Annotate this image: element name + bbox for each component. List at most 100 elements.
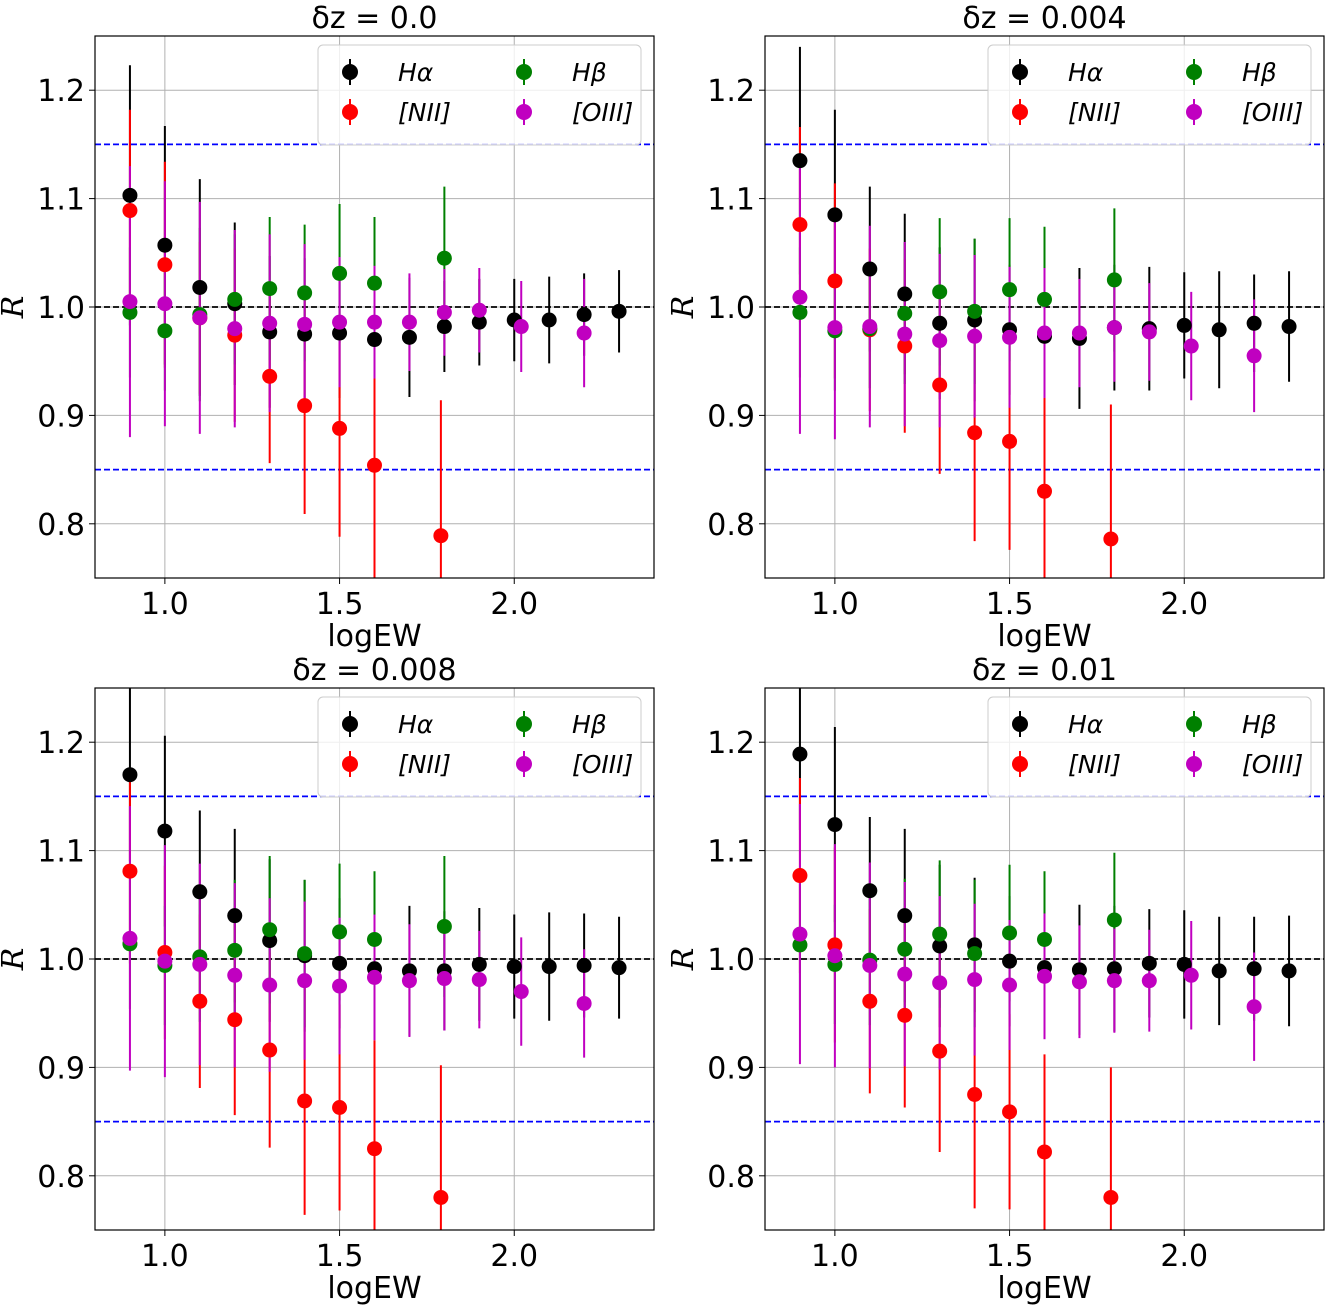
data-point xyxy=(1002,433,1018,449)
chart-title: δz = 0.0 xyxy=(311,1,437,36)
data-point xyxy=(227,967,243,983)
data-point xyxy=(297,1093,313,1109)
data-point xyxy=(122,767,138,783)
data-point xyxy=(262,281,278,297)
data-point xyxy=(792,926,808,942)
data-point xyxy=(862,261,878,277)
x-tick-label: 1.5 xyxy=(986,587,1034,622)
data-point xyxy=(506,959,522,975)
legend-label: Hα xyxy=(1068,58,1104,87)
data-point xyxy=(1002,1104,1018,1120)
data-point xyxy=(367,969,382,985)
data-point xyxy=(862,883,878,899)
legend-label: Hβ xyxy=(572,58,607,87)
data-point xyxy=(827,207,843,223)
data-point xyxy=(1141,324,1157,340)
data-point xyxy=(157,257,173,273)
legend-marker xyxy=(1186,64,1202,80)
data-point xyxy=(1071,974,1087,990)
x-tick-label: 2.0 xyxy=(1160,587,1208,622)
data-point xyxy=(401,973,417,989)
data-point xyxy=(792,868,808,884)
data-point xyxy=(262,933,278,949)
legend: Hα [NII] Hβ [OIII] xyxy=(987,696,1312,798)
data-point xyxy=(192,310,208,326)
data-point xyxy=(262,977,278,993)
data-point xyxy=(1141,955,1157,971)
data-point xyxy=(192,956,208,972)
data-layer xyxy=(792,46,1297,578)
data-point xyxy=(611,960,627,976)
legend-marker xyxy=(342,104,358,120)
data-point xyxy=(967,946,983,962)
legend-marker xyxy=(516,104,532,120)
x-tick-label: 1.0 xyxy=(141,1239,189,1274)
data-point xyxy=(436,250,452,266)
data-point xyxy=(1246,961,1262,977)
data-point xyxy=(897,966,913,982)
data-point xyxy=(1002,977,1018,993)
data-point xyxy=(1106,320,1122,336)
data-point xyxy=(1002,953,1018,969)
data-point xyxy=(227,908,243,924)
data-point xyxy=(967,425,983,441)
data-point xyxy=(897,1007,913,1023)
x-axis-label: logEW xyxy=(327,619,421,654)
data-point xyxy=(932,284,948,300)
legend-label: [NII] xyxy=(398,98,451,127)
legend-label: Hα xyxy=(398,58,434,87)
data-point xyxy=(792,746,808,762)
legend-marker xyxy=(342,716,358,732)
data-point xyxy=(297,946,313,962)
y-axis-label: R xyxy=(666,296,701,320)
data-point xyxy=(332,924,348,940)
legend-marker xyxy=(1186,104,1202,120)
data-point xyxy=(433,1189,449,1205)
data-point xyxy=(932,926,948,942)
chart-title: δz = 0.008 xyxy=(292,653,456,688)
y-tick-label: 0.9 xyxy=(707,399,755,434)
data-point xyxy=(1211,963,1227,979)
data-point xyxy=(297,285,313,301)
data-point xyxy=(332,978,348,994)
data-point xyxy=(1002,282,1018,298)
legend-marker xyxy=(1012,64,1028,80)
data-point xyxy=(1106,973,1122,989)
x-tick-label: 1.0 xyxy=(811,587,859,622)
legend: Hα [NII] Hβ [OIII] xyxy=(317,696,642,798)
x-axis-label: logEW xyxy=(327,1271,421,1306)
data-point xyxy=(1106,272,1122,288)
data-point xyxy=(967,1087,983,1102)
legend: Hα [NII] Hβ [OIII] xyxy=(317,44,642,146)
data-point xyxy=(967,303,983,319)
data-point xyxy=(792,153,808,169)
data-point xyxy=(122,203,138,219)
data-point xyxy=(122,863,138,879)
data-point xyxy=(332,314,348,330)
y-tick-label: 0.8 xyxy=(37,1160,85,1195)
data-point xyxy=(436,971,452,987)
y-tick-label: 1.1 xyxy=(37,183,85,218)
chart-title: δz = 0.004 xyxy=(962,1,1126,36)
data-point xyxy=(932,1043,948,1059)
x-tick-label: 1.5 xyxy=(316,1239,364,1274)
data-point xyxy=(1037,325,1052,341)
data-point xyxy=(1037,291,1052,307)
x-tick-label: 2.0 xyxy=(490,587,538,622)
legend-marker xyxy=(342,756,358,772)
data-point xyxy=(367,332,382,348)
legend-marker xyxy=(516,716,532,732)
data-point xyxy=(932,315,948,331)
data-point xyxy=(471,956,487,972)
data-point xyxy=(862,993,878,1009)
legend-box xyxy=(317,44,642,146)
data-point xyxy=(792,289,808,305)
data-point xyxy=(1106,961,1122,977)
data-point xyxy=(332,420,348,436)
data-point xyxy=(897,306,913,322)
data-layer xyxy=(122,65,627,578)
legend-marker xyxy=(516,756,532,772)
x-tick-label: 1.0 xyxy=(141,587,189,622)
legend-label: [OIII] xyxy=(1242,98,1303,127)
